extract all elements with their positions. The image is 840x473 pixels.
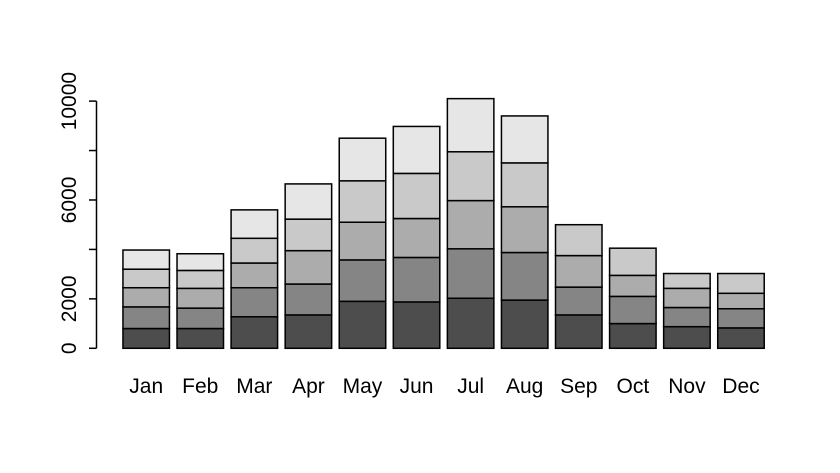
bar-segment-aug-s3 (500, 206, 549, 254)
bar-segment-apr-s5 (284, 183, 333, 220)
bar-segment-jun-s3 (392, 217, 441, 259)
x-tick-label-jan: Jan (129, 375, 163, 398)
bar-segment-oct-s4 (608, 247, 657, 277)
x-tick-label-oct: Oct (616, 375, 649, 398)
bar-segment-feb-s2 (176, 307, 225, 330)
bar-segment-may-s4 (338, 180, 387, 223)
bar-segment-nov-s4 (662, 272, 711, 290)
bar-segment-may-s5 (338, 137, 387, 182)
bar-segment-feb-s4 (176, 269, 225, 290)
bar-segment-sep-s1 (554, 314, 603, 350)
bar-segment-feb-s5 (176, 252, 225, 272)
bar-segment-nov-s1 (662, 325, 711, 350)
bar-segment-aug-s2 (500, 251, 549, 301)
x-tick-label-feb: Feb (182, 375, 218, 398)
bar-segment-nov-s2 (662, 306, 711, 328)
y-tick-label-0: 0 (58, 342, 81, 354)
bar-segment-mar-s1 (230, 316, 279, 350)
bar-segment-mar-s5 (230, 209, 279, 240)
bar-segment-jul-s3 (446, 199, 495, 250)
x-tick-label-jul: Jul (457, 375, 484, 398)
bar-segment-mar-s3 (230, 262, 279, 289)
bar-segment-jan-s1 (122, 327, 171, 350)
bar-segment-jun-s5 (392, 125, 441, 175)
bar-segment-jun-s2 (392, 256, 441, 303)
bar-segment-jul-s2 (446, 248, 495, 299)
bar-segment-apr-s1 (284, 314, 333, 350)
y-tick-label-6000: 6000 (58, 177, 81, 224)
y-tick-label-10000: 10000 (58, 72, 81, 130)
bar-segment-dec-s3 (716, 292, 765, 310)
bar-segment-aug-s5 (500, 115, 549, 164)
bar-segment-dec-s4 (716, 272, 765, 295)
bar-segment-sep-s2 (554, 286, 603, 316)
bar-segment-jun-s4 (392, 172, 441, 220)
bar-segment-jul-s1 (446, 297, 495, 350)
bar-segment-oct-s1 (608, 322, 657, 350)
bar-segment-oct-s2 (608, 295, 657, 325)
x-tick-label-aug: Aug (506, 375, 543, 398)
bar-segment-jan-s5 (122, 249, 171, 270)
bar-segment-may-s3 (338, 221, 387, 261)
bar-segment-nov-s3 (662, 287, 711, 309)
y-tick-label-2000: 2000 (58, 276, 81, 323)
x-tick-label-nov: Nov (668, 375, 706, 398)
x-tick-label-may: May (343, 375, 383, 398)
bar-segment-jan-s2 (122, 306, 171, 330)
bar-segment-dec-s2 (716, 307, 765, 329)
bar-segment-dec-s1 (716, 327, 765, 350)
bar-segment-jan-s3 (122, 286, 171, 308)
bar-segment-aug-s1 (500, 299, 549, 350)
x-tick-label-apr: Apr (292, 375, 325, 398)
bar-segment-sep-s4 (554, 223, 603, 257)
bar-segment-jul-s5 (446, 97, 495, 153)
bar-segment-jan-s4 (122, 268, 171, 289)
bar-segment-jul-s4 (446, 151, 495, 202)
x-tick-label-dec: Dec (722, 375, 759, 398)
bar-segment-apr-s4 (284, 218, 333, 252)
bar-segment-apr-s3 (284, 249, 333, 285)
bar-segment-feb-s1 (176, 327, 225, 350)
bar-segment-jun-s1 (392, 301, 441, 350)
bar-segment-feb-s3 (176, 287, 225, 309)
bar-segment-may-s2 (338, 259, 387, 303)
bar-segment-sep-s3 (554, 254, 603, 288)
bar-segment-oct-s3 (608, 274, 657, 298)
bar-segment-mar-s2 (230, 286, 279, 318)
x-tick-label-sep: Sep (560, 375, 597, 398)
x-tick-label-jun: Jun (400, 375, 434, 398)
bar-segment-mar-s4 (230, 237, 279, 264)
bar-segment-apr-s2 (284, 283, 333, 316)
bar-segment-aug-s4 (500, 162, 549, 208)
x-tick-label-mar: Mar (236, 375, 272, 398)
bar-segment-may-s1 (338, 300, 387, 350)
